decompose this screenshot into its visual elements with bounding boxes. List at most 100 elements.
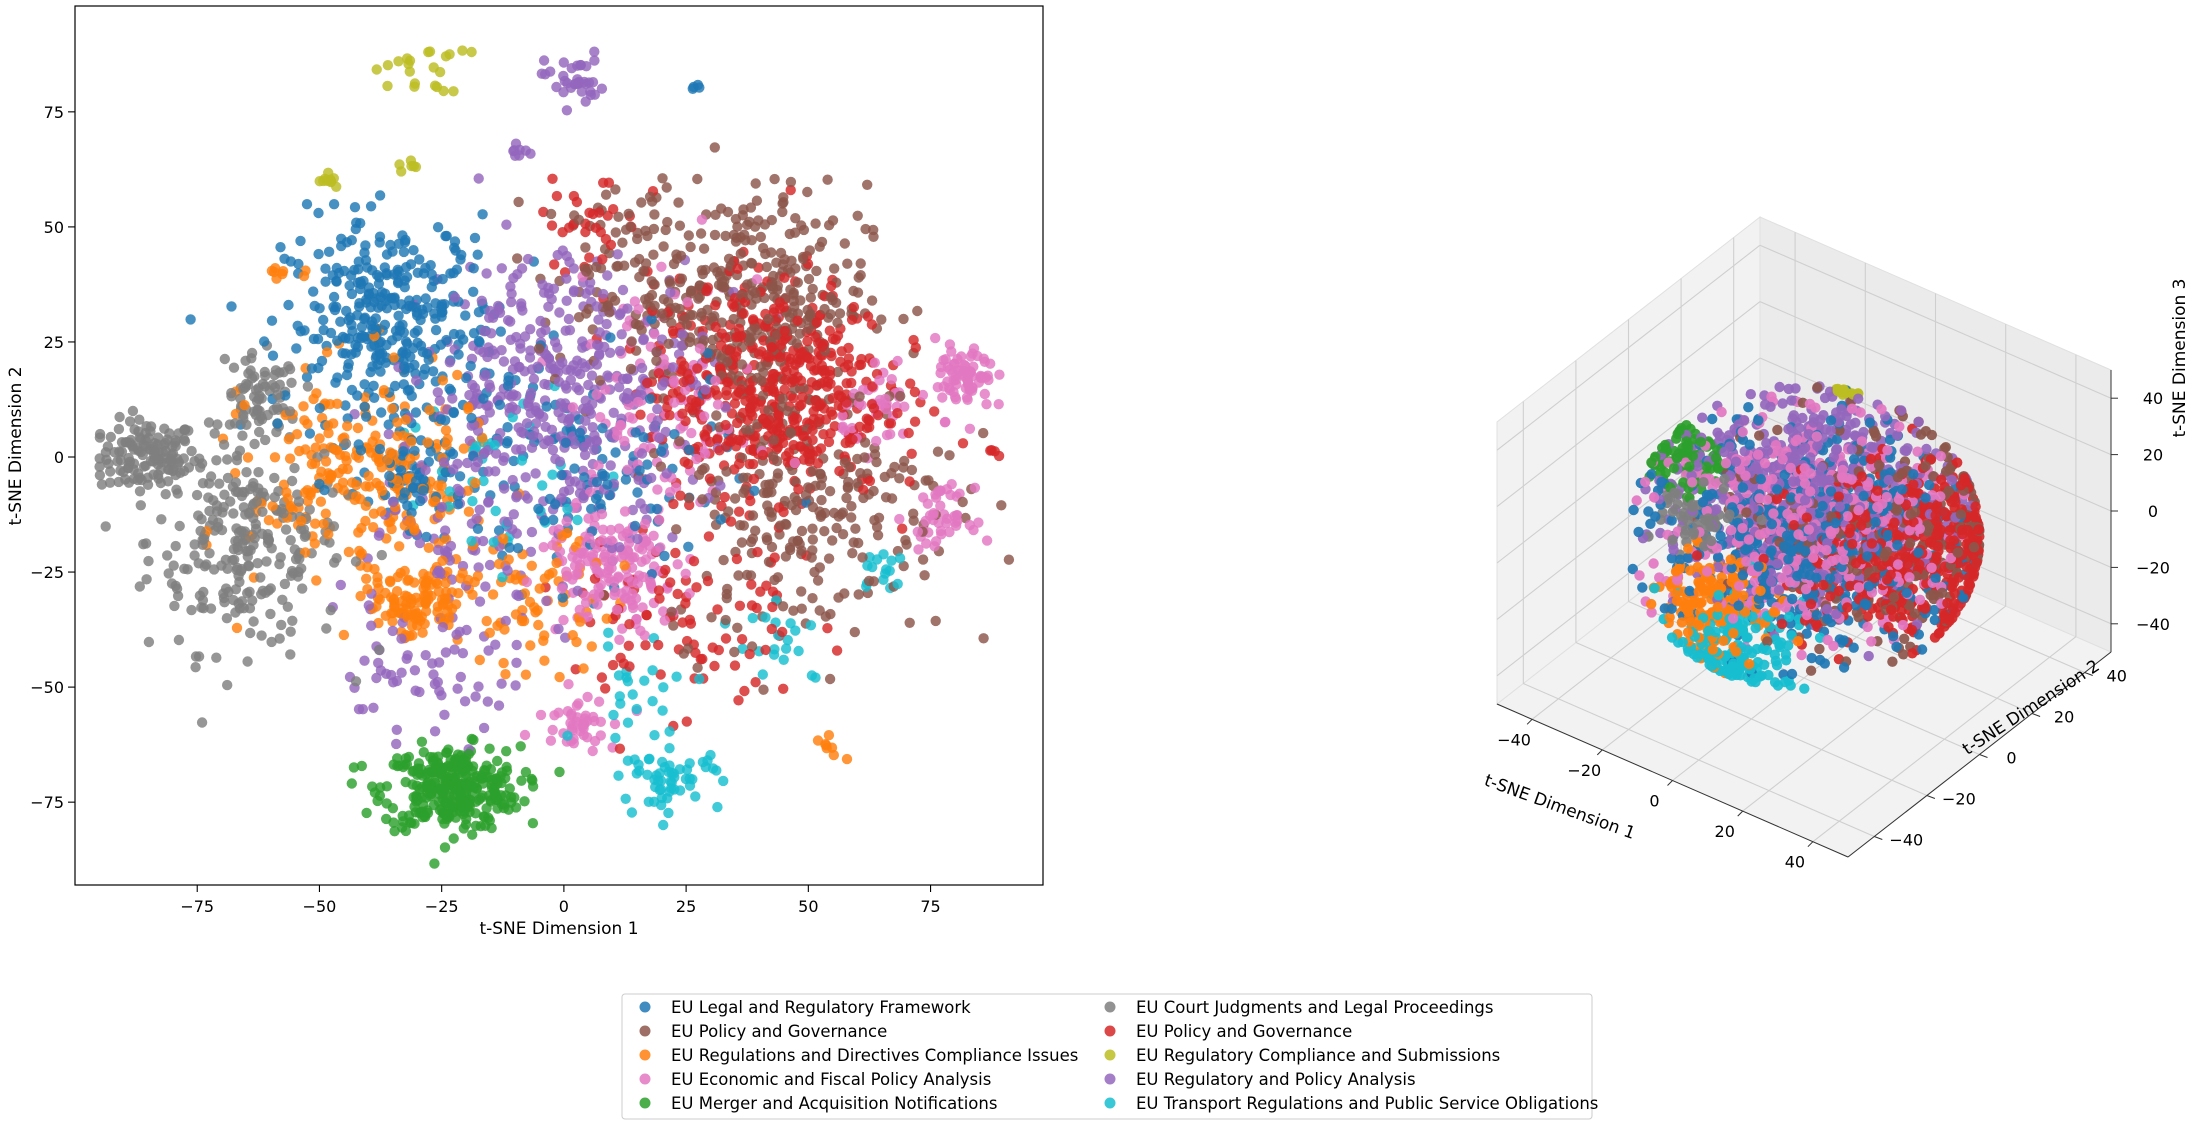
data-point <box>892 355 903 367</box>
data-point <box>814 605 825 616</box>
data-point <box>209 428 220 439</box>
data-point <box>100 521 111 532</box>
data-point <box>547 469 558 480</box>
data-point <box>613 770 624 781</box>
data-point <box>871 521 883 533</box>
data-point <box>537 279 548 290</box>
data-point <box>496 777 507 789</box>
data-point <box>388 759 399 770</box>
data-point <box>149 445 160 456</box>
data-point <box>1805 665 1817 676</box>
data-point <box>563 679 574 690</box>
data-point <box>474 654 485 666</box>
data-point <box>602 479 613 490</box>
data-point <box>853 589 864 600</box>
data-point <box>965 351 976 362</box>
data-point <box>557 592 568 603</box>
data-point <box>359 247 370 258</box>
data-point <box>573 698 584 709</box>
data-point <box>930 332 941 344</box>
data-point <box>412 325 423 336</box>
data-point <box>138 439 149 451</box>
data-point <box>690 791 701 802</box>
data-point <box>639 630 650 641</box>
data-point <box>786 377 797 388</box>
data-point <box>380 295 391 307</box>
data-point <box>350 676 362 687</box>
data-point <box>358 331 370 342</box>
data-point <box>748 473 760 485</box>
data-point <box>515 741 526 752</box>
data-point <box>597 524 609 535</box>
data-point <box>929 406 940 417</box>
data-point <box>691 582 702 593</box>
data-point <box>480 369 491 380</box>
data-point <box>904 617 915 628</box>
data-point <box>231 622 243 634</box>
data-point <box>191 489 203 501</box>
data-point <box>682 297 693 308</box>
data-point <box>723 506 734 517</box>
data-point <box>461 624 472 636</box>
data-point <box>763 351 775 363</box>
data-point <box>899 455 910 467</box>
data-point <box>791 338 802 349</box>
data-point <box>750 677 761 688</box>
data-point <box>922 498 933 509</box>
data-point <box>347 477 358 488</box>
data-point <box>274 633 285 644</box>
data-point <box>336 233 347 244</box>
data-point <box>562 503 573 515</box>
data-point <box>878 574 889 585</box>
data-point <box>593 696 605 707</box>
data-point <box>473 173 484 184</box>
data-point <box>553 376 565 387</box>
data-point <box>816 473 828 484</box>
data-point <box>342 463 353 475</box>
data-point <box>460 310 471 321</box>
data-point <box>837 529 849 540</box>
data-point <box>760 612 771 623</box>
data-point <box>447 393 458 404</box>
data-point <box>1799 683 1810 694</box>
data-point <box>541 595 552 607</box>
data-point <box>767 601 778 613</box>
data-point <box>577 336 588 347</box>
data-point <box>655 784 667 795</box>
data-point <box>308 286 319 297</box>
data-point <box>638 432 649 443</box>
data-point <box>436 501 448 513</box>
data-point <box>113 423 125 435</box>
data-point <box>410 302 422 313</box>
data-point <box>1786 668 1798 680</box>
data-point <box>747 612 758 624</box>
data-point <box>855 270 866 281</box>
data-point <box>596 509 608 520</box>
data-point <box>440 415 451 426</box>
data-point <box>331 553 342 564</box>
data-point <box>516 455 528 466</box>
data-point <box>810 672 821 683</box>
data-point <box>797 431 809 442</box>
data-point <box>300 529 311 541</box>
data-point <box>285 535 296 546</box>
data-point <box>275 242 286 253</box>
data-point <box>646 276 657 287</box>
data-point <box>843 359 854 371</box>
data-point <box>846 314 858 325</box>
data-point <box>387 496 399 508</box>
data-point <box>864 475 876 487</box>
data-point <box>428 669 439 680</box>
data-point <box>735 384 746 395</box>
data-point <box>683 541 694 552</box>
data-point <box>374 237 385 248</box>
data-point <box>498 356 510 367</box>
data-point <box>684 374 695 385</box>
data-point <box>471 783 482 794</box>
data-point <box>458 334 469 345</box>
data-point <box>360 515 371 527</box>
data-point <box>649 730 660 741</box>
data-point <box>429 776 440 787</box>
data-point <box>532 361 543 372</box>
data-point <box>664 410 675 421</box>
